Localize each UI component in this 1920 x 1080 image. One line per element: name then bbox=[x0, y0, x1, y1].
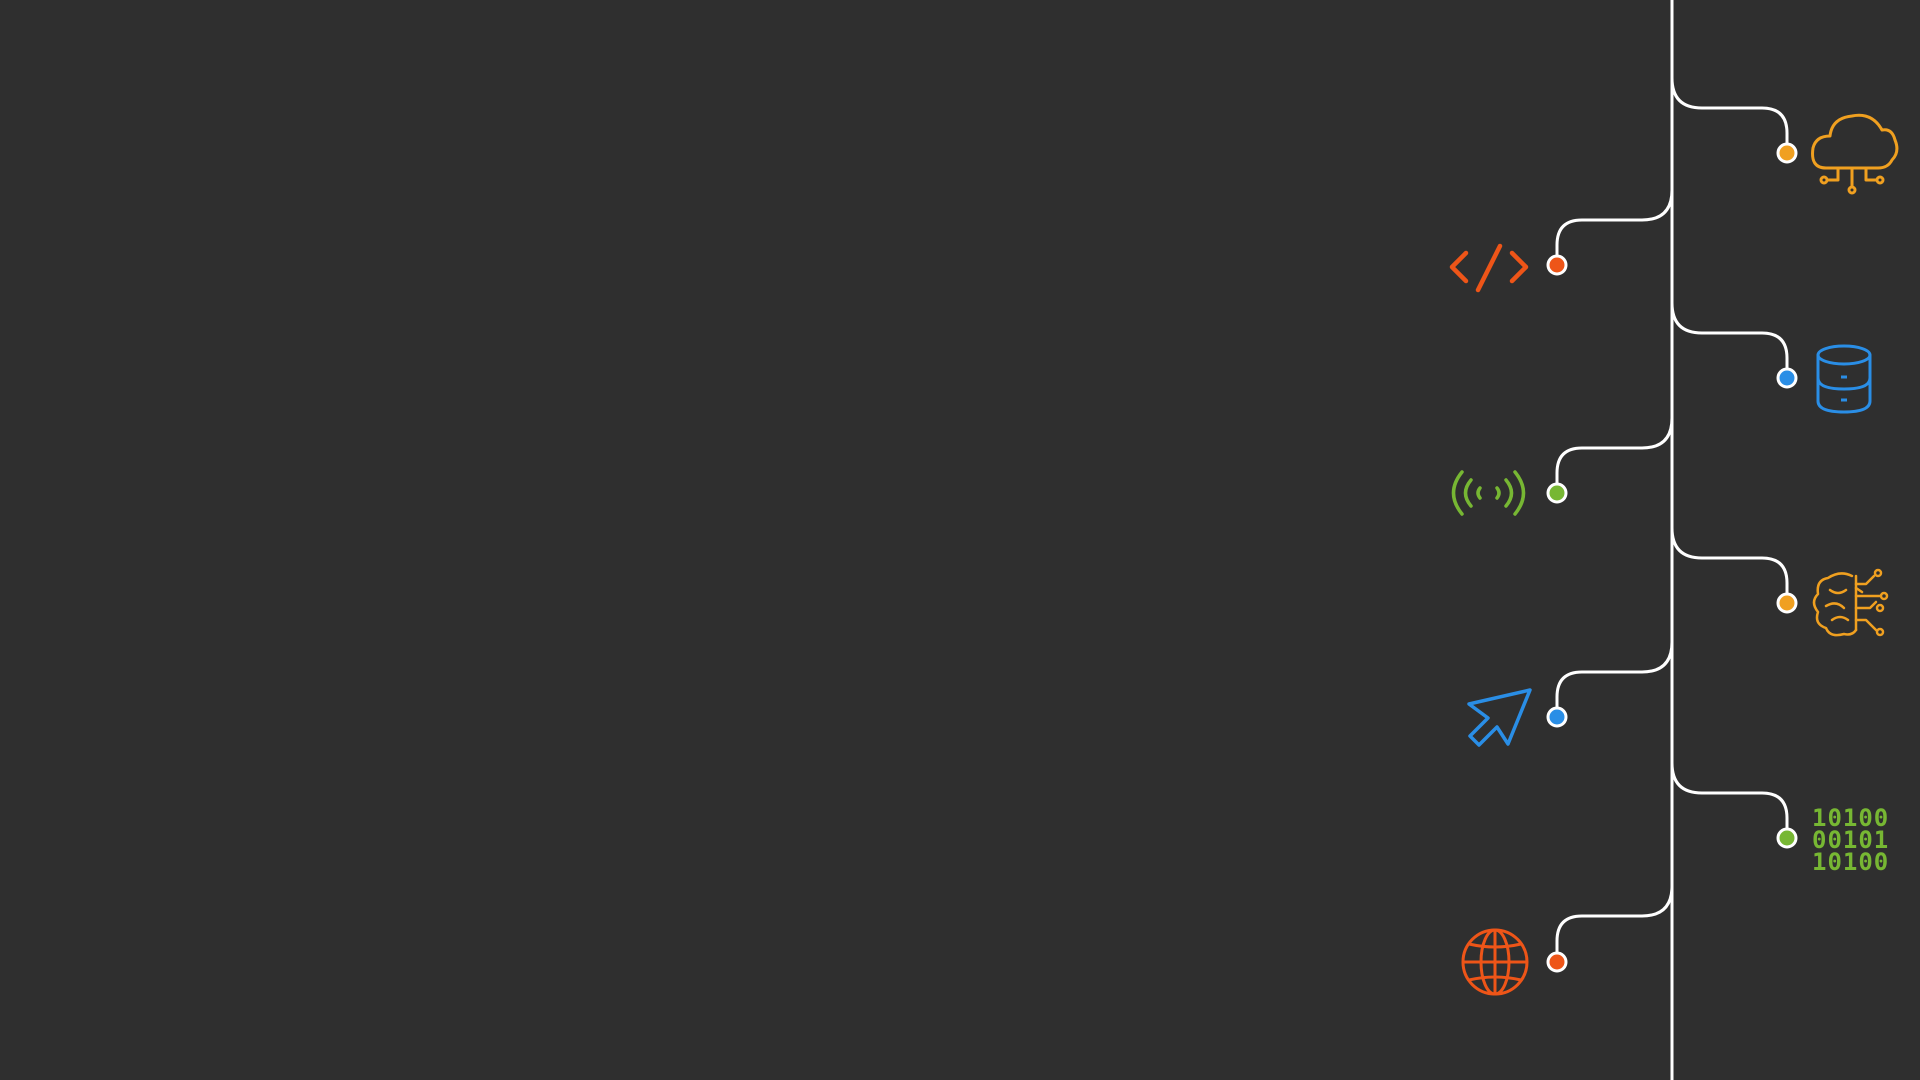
dot-binary bbox=[1776, 827, 1798, 849]
binary-row-1: 10100 bbox=[1812, 804, 1889, 832]
binary-code-icon: 10100 00101 10100 bbox=[1812, 804, 1889, 876]
ai-brain-circuit-icon bbox=[1812, 568, 1889, 637]
connector-globe bbox=[1555, 885, 1674, 962]
connector-cloud bbox=[1670, 77, 1789, 153]
connector-binary bbox=[1670, 762, 1789, 838]
connector-code bbox=[1555, 189, 1674, 265]
code-brackets-icon bbox=[1449, 243, 1529, 293]
dot-cursor bbox=[1546, 706, 1568, 728]
connector-wireless bbox=[1555, 417, 1674, 493]
dot-ai-brain bbox=[1776, 592, 1798, 614]
binary-row-2: 00101 bbox=[1812, 826, 1889, 854]
cursor-arrow-icon bbox=[1467, 688, 1532, 747]
database-icon bbox=[1816, 344, 1872, 414]
binary-row-3: 10100 bbox=[1812, 848, 1889, 876]
globe-icon bbox=[1461, 928, 1529, 996]
wireless-signal-icon bbox=[1451, 470, 1526, 516]
cloud-network-icon bbox=[1811, 113, 1899, 195]
dot-code bbox=[1546, 254, 1568, 276]
dot-database bbox=[1776, 367, 1798, 389]
dot-wireless bbox=[1546, 482, 1568, 504]
connector-ai-brain bbox=[1670, 527, 1789, 603]
dot-globe bbox=[1546, 951, 1568, 973]
connector-database bbox=[1670, 302, 1789, 378]
dot-cloud bbox=[1776, 142, 1798, 164]
connector-cursor bbox=[1555, 641, 1674, 717]
